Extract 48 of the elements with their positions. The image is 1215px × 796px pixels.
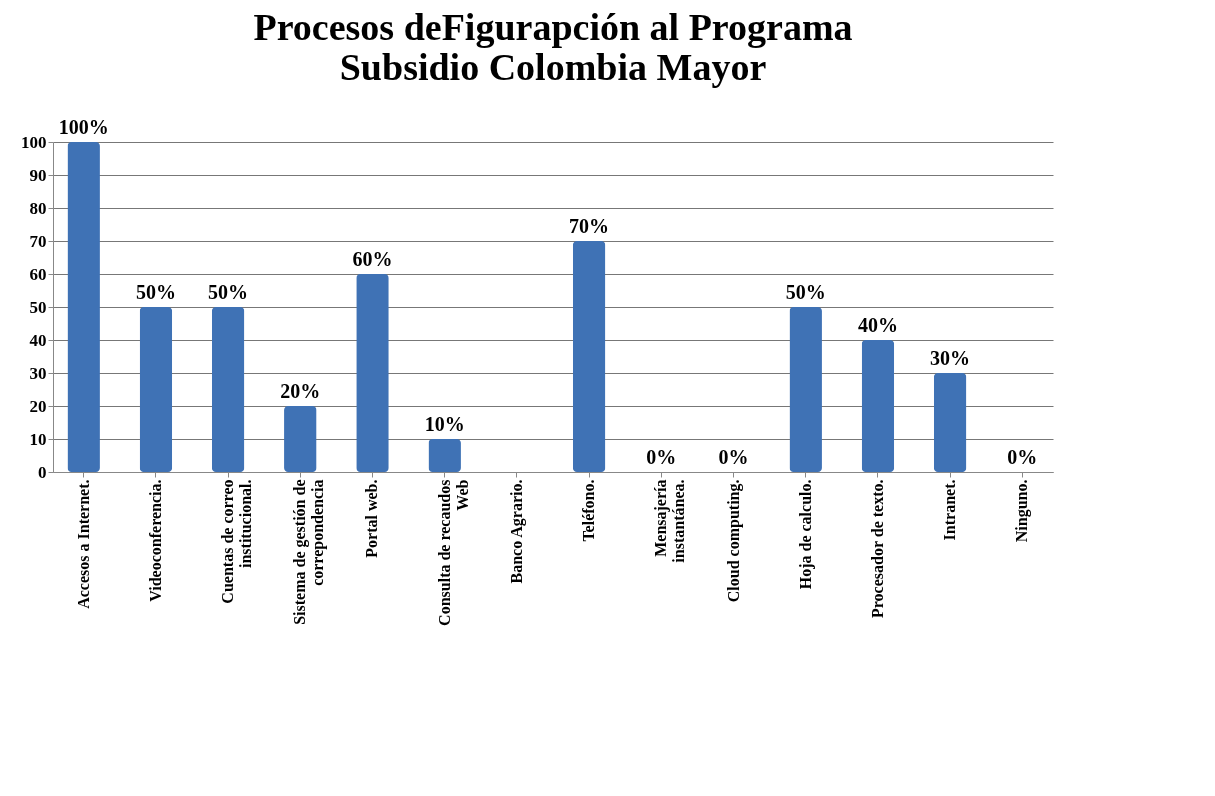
x-tick-label: Procesador de texto. xyxy=(868,479,886,618)
x-tick-label: Banco Agrario. xyxy=(507,479,526,584)
bar xyxy=(284,406,317,472)
data-label: 10% xyxy=(424,413,465,435)
bar xyxy=(139,307,173,472)
data-label: 0% xyxy=(646,446,677,468)
bar xyxy=(933,373,967,472)
bar xyxy=(789,307,822,472)
x-tick-label: Consulta de recaudos Web xyxy=(435,479,471,626)
bar xyxy=(428,439,461,472)
y-tick-label: 10 xyxy=(29,429,47,449)
bar xyxy=(211,307,245,472)
y-tick-label: 70 xyxy=(29,231,47,251)
bar xyxy=(861,340,895,472)
data-label: 50% xyxy=(135,281,176,303)
y-tick-label: 80 xyxy=(29,198,47,218)
x-tick-label: Accesos a Internet. xyxy=(74,479,92,609)
bar xyxy=(572,241,606,472)
y-tick-label: 60 xyxy=(29,264,47,284)
data-label: 0% xyxy=(718,446,749,468)
x-tick-label: Videoconferencia. xyxy=(146,479,164,602)
x-tick-label: Hoja de calculo. xyxy=(796,479,815,590)
y-tick-label: 0 xyxy=(38,462,47,482)
data-label: 0% xyxy=(1007,446,1038,468)
y-tick-label: 40 xyxy=(29,330,47,350)
bar xyxy=(67,142,100,472)
x-tick-label: Cloud computing. xyxy=(724,479,743,603)
data-label: 60% xyxy=(352,248,393,270)
data-label: 30% xyxy=(930,347,971,369)
x-tick-label: Teléfono. xyxy=(580,479,598,542)
data-label: 50% xyxy=(208,281,249,303)
data-label: 40% xyxy=(857,314,898,336)
x-tick-label: Ninguno. xyxy=(1013,479,1032,543)
x-tick-label: Cuentas de correo institucional. xyxy=(219,479,255,604)
data-label: 50% xyxy=(785,281,826,303)
y-tick-label: 100 xyxy=(21,132,47,152)
y-tick-label: 30 xyxy=(29,363,47,383)
x-tick-label: Intranet. xyxy=(941,479,959,541)
x-tick-label: Mensajería instantánea. xyxy=(652,479,688,563)
x-tick-label: Portal web. xyxy=(363,479,381,558)
data-label: 70% xyxy=(569,215,610,237)
data-label: 100% xyxy=(58,116,109,138)
data-label: 20% xyxy=(280,380,321,402)
y-tick-label: 90 xyxy=(29,165,47,185)
chart-title: Procesos deFigurapción al Programa Subsidio Colombia Mayor xyxy=(253,6,853,88)
y-tick-label: 50 xyxy=(29,297,47,317)
y-tick-label: 20 xyxy=(29,396,47,416)
bar xyxy=(356,274,389,472)
